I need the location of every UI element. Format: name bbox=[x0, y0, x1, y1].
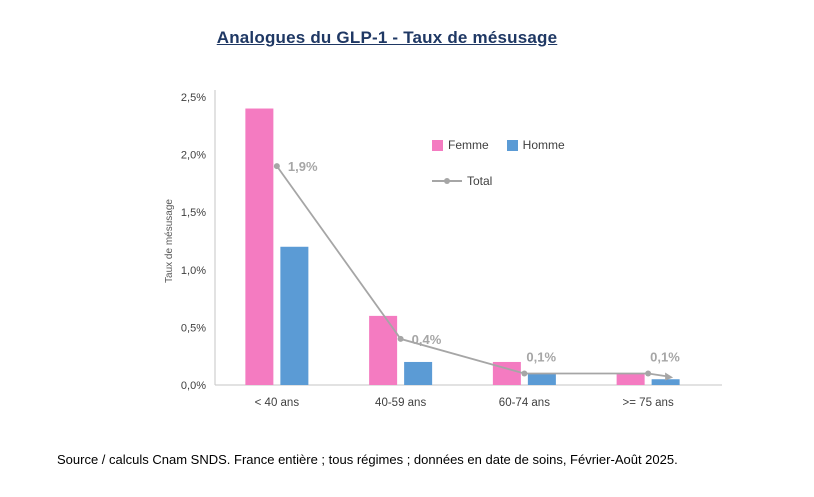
legend-row-bars: Femme Homme bbox=[432, 138, 565, 152]
total-line-swatch bbox=[432, 178, 462, 184]
svg-text:2,0%: 2,0% bbox=[181, 150, 206, 162]
y-axis-title: Taux de mésusage bbox=[164, 199, 175, 283]
svg-text:0,1%: 0,1% bbox=[526, 349, 556, 364]
total-line bbox=[273, 163, 674, 381]
chart-canvas: Taux de mésusage 0,0% 0,5% 1,0% 1,5% 2,0% 2,5%… bbox=[164, 90, 722, 409]
legend-row-line: Total bbox=[432, 174, 565, 188]
legend-item-femme: Femme bbox=[432, 138, 489, 152]
svg-text:2,5%: 2,5% bbox=[181, 92, 206, 104]
homme-swatch bbox=[506, 139, 518, 151]
svg-text:1,5%: 1,5% bbox=[181, 207, 206, 219]
svg-text:60-74 ans: 60-74 ans bbox=[499, 397, 550, 409]
legend-item-homme: Homme bbox=[506, 138, 565, 152]
svg-text:< 40 ans: < 40 ans bbox=[255, 397, 300, 409]
legend-label-homme: Homme bbox=[522, 138, 565, 152]
y-axis-labels: 0,0% 0,5% 1,0% 1,5% 2,0% 2,5% bbox=[181, 92, 206, 392]
svg-text:1,9%: 1,9% bbox=[288, 159, 318, 174]
svg-text:0,0%: 0,0% bbox=[181, 380, 206, 392]
svg-text:0,1%: 0,1% bbox=[650, 349, 680, 364]
svg-text:40-59 ans: 40-59 ans bbox=[375, 397, 426, 409]
svg-text:1,0%: 1,0% bbox=[181, 265, 206, 277]
x-axis-labels: < 40 ans 40-59 ans 60-74 ans >= 75 ans bbox=[255, 397, 674, 409]
svg-text:>= 75 ans: >= 75 ans bbox=[623, 397, 674, 409]
legend-label-total: Total bbox=[467, 174, 493, 188]
legend-item-total: Total bbox=[432, 174, 492, 188]
homme-bars bbox=[280, 246, 680, 385]
source-note: Source / calculs Cnam SNDS. France entiè… bbox=[57, 452, 678, 467]
legend-label-femme: Femme bbox=[448, 138, 489, 152]
chart-title: Analogues du GLP-1 - Taux de mésusage bbox=[216, 28, 558, 47]
svg-text:0,5%: 0,5% bbox=[181, 322, 206, 334]
femme-swatch bbox=[432, 139, 443, 151]
chart-legend: Femme Homme Total bbox=[432, 138, 565, 210]
svg-text:0,4%: 0,4% bbox=[412, 332, 442, 347]
chart: Taux de mésusage 0,0% 0,5% 1,0% 1,5% 2,0% 2,5%… bbox=[160, 80, 740, 425]
total-marker-icon bbox=[444, 178, 450, 184]
femme-bars bbox=[245, 108, 645, 385]
total-data-labels: 1,9% 0,4% 0,1% 0,1% bbox=[288, 159, 680, 364]
